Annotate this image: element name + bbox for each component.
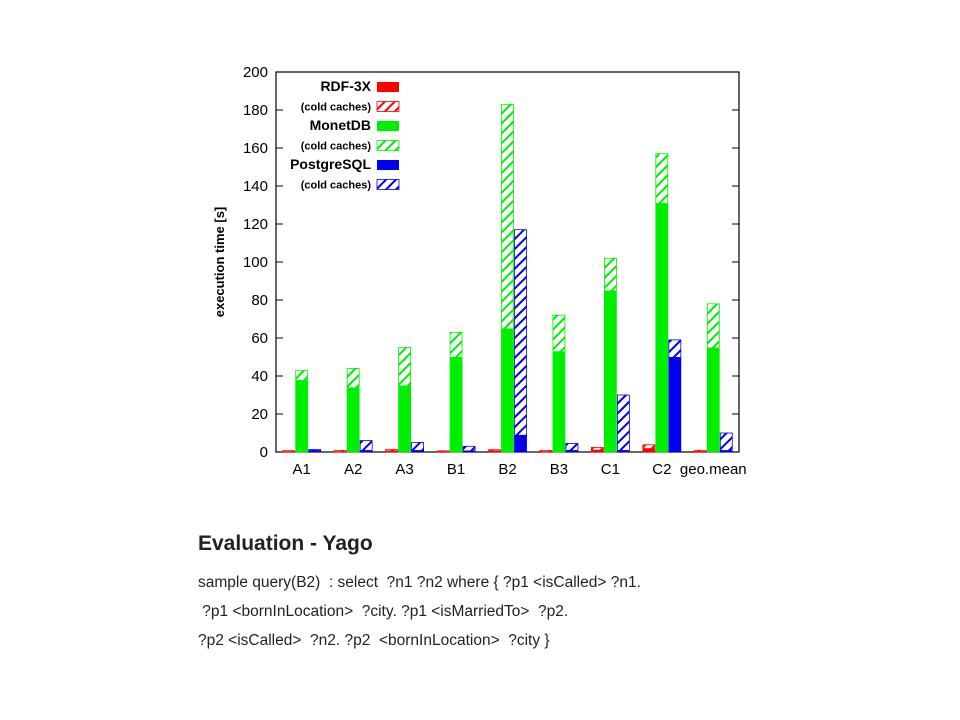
query-line-3: ?p2 <isCalled> ?n2. ?p2 <bornInLocation>… <box>198 632 550 649</box>
x-tick-label: A2 <box>344 461 362 478</box>
legend-swatch <box>376 179 400 190</box>
x-tick-label: B2 <box>498 461 516 478</box>
bar-rdf-3x-warm <box>385 450 398 452</box>
legend-label: RDF-3X <box>320 78 371 94</box>
legend-label: (cold caches) <box>301 180 372 192</box>
x-tick-label: B3 <box>550 461 568 478</box>
bar-monetdb-warm <box>552 351 565 452</box>
query-line-1: sample query(B2) : select ?n1 ?n2 where … <box>198 574 641 591</box>
x-tick-label: A3 <box>395 461 413 478</box>
legend-label: PostgreSQL <box>290 156 371 172</box>
y-tick-label: 180 <box>243 102 268 119</box>
query-line-2: ?p1 <bornInLocation> ?city. ?p1 <isMarri… <box>198 603 569 620</box>
slide-title: Evaluation - Yago <box>198 532 373 555</box>
bar-monetdb-warm <box>295 379 308 452</box>
bar-monetdb-warm <box>604 290 617 452</box>
bar-postgresql-warm <box>411 450 424 452</box>
legend-swatch <box>377 121 399 131</box>
legend-label: MonetDB <box>310 117 371 133</box>
legend-label: (cold caches) <box>301 102 372 114</box>
y-tick-label: 80 <box>251 292 268 309</box>
bar-postgresql-warm <box>565 450 578 452</box>
bar-monetdb-warm <box>655 203 668 452</box>
bar-monetdb-warm <box>707 347 720 452</box>
bar-rdf-3x-warm <box>694 451 707 452</box>
y-tick-label: 60 <box>251 330 268 347</box>
x-tick-label: C2 <box>652 461 671 478</box>
legend-swatch <box>377 82 399 92</box>
bar-postgresql-warm <box>463 450 476 452</box>
bar-postgresql-cold <box>719 432 733 453</box>
legend-swatch <box>377 160 399 170</box>
y-tick-label: 20 <box>251 406 268 423</box>
bar-monetdb-warm <box>450 357 463 452</box>
y-tick-label: 0 <box>260 444 268 461</box>
y-tick-label: 200 <box>243 64 268 81</box>
x-tick-label: B1 <box>447 461 465 478</box>
y-tick-label: 40 <box>251 368 268 385</box>
y-tick-label: 140 <box>243 178 268 195</box>
bar-postgresql-warm <box>360 450 373 452</box>
x-tick-label: A1 <box>293 461 311 478</box>
bar-monetdb-warm <box>398 385 411 452</box>
bar-postgresql-warm <box>308 450 321 452</box>
bar-rdf-3x-warm <box>334 451 347 452</box>
y-tick-label: 100 <box>243 254 268 271</box>
y-axis-label: execution time [s] <box>212 207 227 318</box>
bar-postgresql-warm <box>668 357 681 452</box>
bar-rdf-3x-warm <box>539 451 552 452</box>
y-tick-label: 120 <box>243 216 268 233</box>
bar-rdf-3x-warm <box>282 451 295 452</box>
bar-postgresql-warm <box>617 450 630 452</box>
bar-postgresql-warm <box>514 434 527 452</box>
x-tick-label: C1 <box>601 461 620 478</box>
legend-swatch <box>376 101 400 112</box>
bar-postgresql-warm <box>720 450 733 452</box>
x-tick-label: geo.mean <box>680 461 747 478</box>
legend-swatch <box>376 140 400 151</box>
y-tick-label: 160 <box>243 140 268 157</box>
bar-postgresql-cold <box>616 394 630 453</box>
legend-label: (cold caches) <box>301 141 372 153</box>
bar-monetdb-warm <box>347 387 360 452</box>
bar-rdf-3x-warm <box>488 450 501 452</box>
bar-monetdb-warm <box>501 328 514 452</box>
bar-rdf-3x-warm <box>437 451 450 452</box>
bar-postgresql-cold <box>514 229 527 453</box>
bar-rdf-3x-warm <box>591 449 604 452</box>
bar-rdf-3x-warm <box>642 448 655 452</box>
